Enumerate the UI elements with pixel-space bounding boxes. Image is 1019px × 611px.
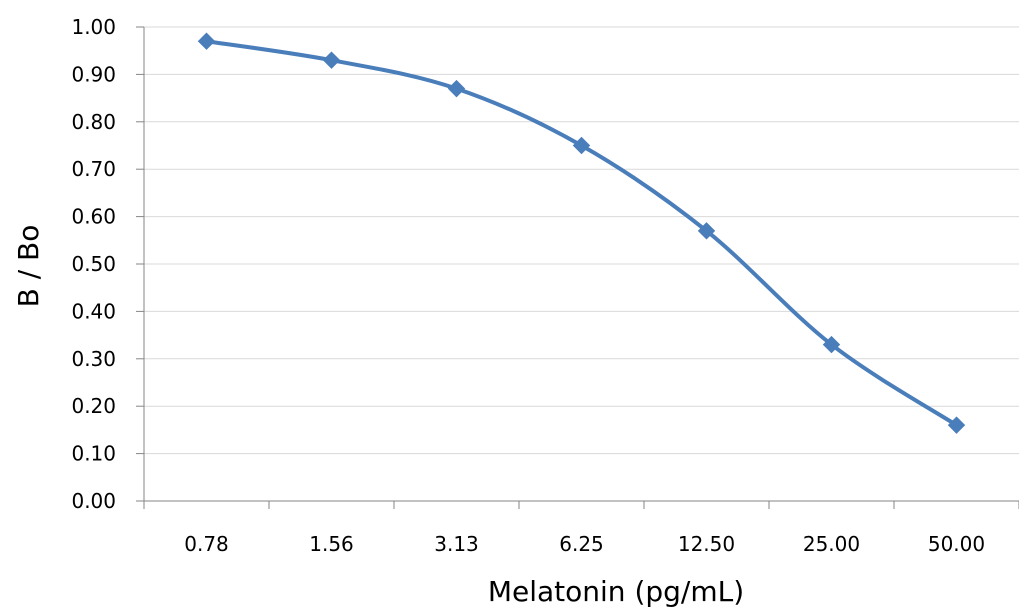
- axes: [136, 26, 1019, 509]
- x-tick-label: 25.00: [803, 532, 860, 556]
- y-tick-label: 1.00: [71, 15, 116, 39]
- y-tick-label: 0.20: [71, 394, 116, 418]
- y-tick-label: 0.80: [71, 110, 116, 134]
- x-tick-label: 1.56: [309, 532, 354, 556]
- data-series: [197, 32, 966, 434]
- y-tick-label: 0.40: [71, 299, 116, 323]
- y-tick-label: 0.60: [71, 205, 116, 229]
- gridlines: [144, 26, 1019, 455]
- data-point-marker: [697, 222, 716, 240]
- data-point-marker: [947, 416, 966, 434]
- y-tick-label: 0.00: [71, 489, 116, 513]
- y-tick-label: 0.30: [71, 347, 116, 371]
- x-tick-label: 12.50: [678, 532, 735, 556]
- y-tick-label: 0.10: [71, 442, 116, 466]
- x-axis-title: Melatonin (pg/mL): [488, 575, 744, 608]
- y-tick-label: 0.50: [71, 252, 116, 276]
- y-axis-title: B / Bo: [12, 225, 45, 308]
- y-tick-label: 0.90: [71, 62, 116, 86]
- series-line: [206, 39, 958, 427]
- data-point-marker: [197, 32, 216, 50]
- x-tick-label: 50.00: [928, 532, 985, 556]
- data-point-marker: [447, 79, 466, 98]
- x-tick-label: 6.25: [559, 532, 604, 556]
- x-tick-label: 3.13: [434, 532, 479, 556]
- data-point-marker: [322, 51, 341, 69]
- tick-labels: 0.00 0.10 0.20 0.30 0.40 0.50 0.60 0.70 0.80 0.90…: [71, 15, 985, 556]
- data-point-marker: [572, 136, 591, 155]
- data-point-marker: [822, 335, 841, 354]
- x-tick-label: 0.78: [184, 532, 229, 556]
- y-tick-label: 0.70: [71, 157, 116, 181]
